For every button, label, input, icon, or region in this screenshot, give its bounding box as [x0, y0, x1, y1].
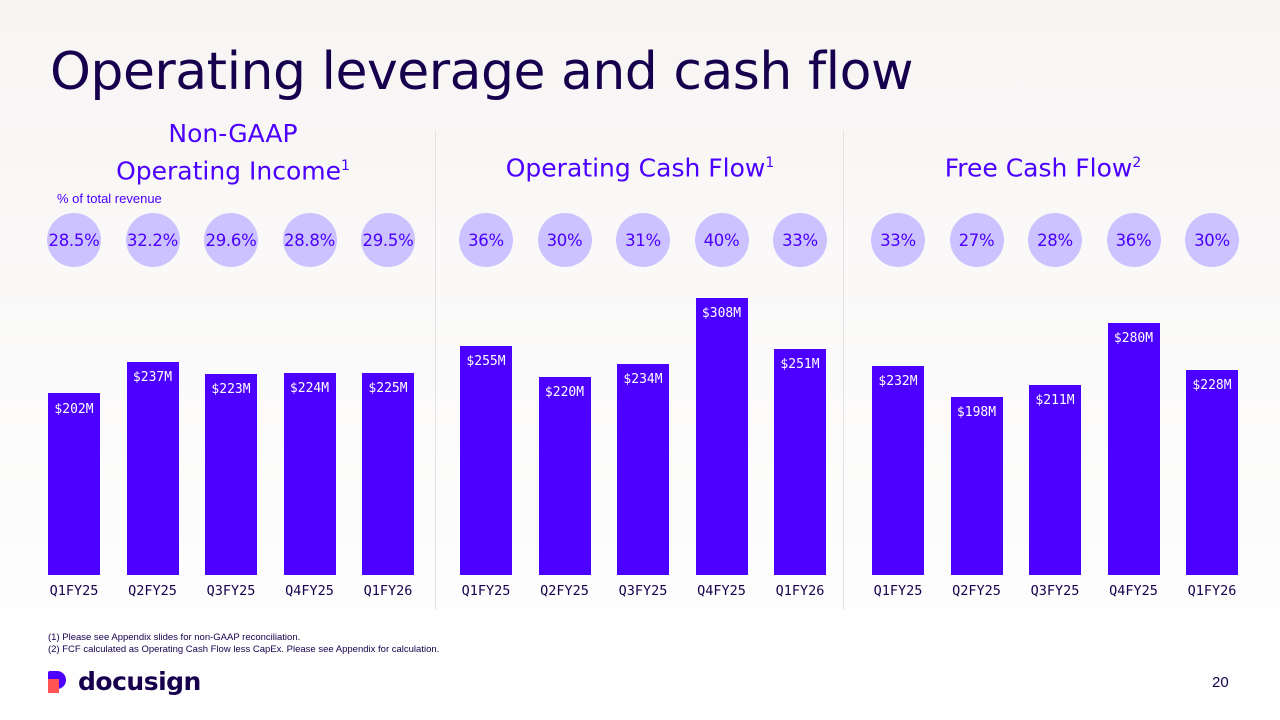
- chart-title: Operating Cash Flow1: [440, 147, 840, 184]
- percent-bubble: 36%: [1106, 213, 1161, 267]
- bar: [460, 345, 512, 575]
- bar: [950, 396, 1003, 575]
- bar: [617, 364, 669, 575]
- category-label: Q2FY25: [952, 583, 1001, 599]
- category-label: Q1FY26: [1187, 583, 1237, 599]
- bar-value-label: $202M: [54, 402, 94, 418]
- percent-bubble: 31%: [616, 213, 670, 267]
- chart-title: Non-GAAP Operating Income1: [33, 117, 433, 187]
- percent-bubble: 29.5%: [361, 213, 415, 267]
- bar-value-label: $234M: [623, 372, 663, 388]
- category-label: Q3FY25: [618, 583, 668, 599]
- panel-divider: [843, 130, 844, 610]
- percent-bubble: 29.6%: [204, 213, 258, 267]
- category-label: Q3FY25: [206, 583, 256, 599]
- bar: [1186, 369, 1238, 575]
- category-label: Q1FY26: [775, 583, 825, 599]
- category-label: Q2FY25: [128, 583, 177, 599]
- page-title: Operating leverage and cash flow: [50, 42, 913, 102]
- docusign-logo-icon: [48, 670, 72, 693]
- percent-bubble: 33%: [773, 213, 827, 267]
- category-label: Q4FY25: [697, 583, 746, 599]
- bar-value-label: $220M: [544, 385, 585, 400]
- percent-bubble: 28.8%: [282, 213, 337, 267]
- category-label: Q1FY25: [49, 583, 99, 599]
- chart-title-line: Operating Cash Flow1: [505, 153, 775, 183]
- footnote-marker: 1: [765, 155, 775, 171]
- bar-value-label: $198M: [956, 404, 997, 420]
- bar: [774, 349, 826, 575]
- footnote-marker: 2: [1132, 155, 1142, 171]
- bar-value-label: $280M: [1113, 331, 1154, 346]
- footnote-1: (1) Please see Appendix slides for non-G…: [48, 632, 301, 643]
- bar: [362, 372, 414, 575]
- category-label: Q1FY26: [363, 583, 413, 599]
- docusign-logo: docusign: [48, 667, 201, 696]
- panel-divider: [435, 130, 436, 610]
- bar: [538, 377, 591, 575]
- bar-value-label: $225M: [368, 380, 408, 396]
- category-label: Q3FY25: [1030, 583, 1080, 599]
- bar-value-label: $251M: [780, 357, 820, 373]
- chart-title: Free Cash Flow2: [843, 147, 1243, 184]
- percent-bubble: 33%: [871, 213, 925, 267]
- chart-title-line: Free Cash Flow2: [944, 153, 1142, 183]
- footnotes: (1) Please see Appendix slides for non-G…: [48, 632, 439, 656]
- percent-bubble: 28.5%: [47, 213, 101, 267]
- bar: [205, 374, 257, 575]
- bar-value-label: $224M: [289, 381, 330, 397]
- category-label: Q2FY25: [540, 583, 589, 599]
- bar-value-label: $255M: [466, 353, 506, 369]
- logo-text: docusign: [78, 667, 201, 696]
- percent-bubble: 36%: [459, 213, 513, 267]
- percent-bubble: 30%: [1185, 213, 1239, 267]
- bar-value-label: $237M: [132, 369, 173, 385]
- footnote-2: (2) FCF calculated as Operating Cash Flo…: [48, 644, 440, 655]
- category-label: Q4FY25: [285, 583, 334, 599]
- percent-bubble: 40%: [694, 213, 749, 267]
- bar-value-label: $228M: [1192, 377, 1232, 393]
- bar-value-label: $223M: [211, 382, 251, 398]
- bar: [283, 373, 336, 575]
- bar: [1107, 323, 1160, 575]
- bar: [126, 361, 179, 575]
- bar: [695, 297, 748, 575]
- percent-bubble: 27%: [949, 213, 1004, 267]
- bar: [48, 393, 100, 575]
- bar-value-label: $308M: [701, 305, 742, 321]
- bar-value-label: $232M: [878, 374, 918, 390]
- percent-bubble: 28%: [1028, 213, 1082, 267]
- percent-bubble: 30%: [537, 213, 592, 267]
- category-label: Q4FY25: [1109, 583, 1158, 599]
- percent-bubble: 32.2%: [125, 213, 180, 267]
- category-label: Q1FY25: [873, 583, 923, 599]
- page-number: 20: [1212, 674, 1229, 691]
- chart-title-line: Non-GAAP: [168, 119, 298, 148]
- footnote-marker: 1: [341, 158, 350, 174]
- percent-of-revenue-note: % of total revenue: [57, 191, 162, 206]
- bar: [872, 366, 924, 575]
- chart-title-line: Operating Income1: [116, 156, 350, 186]
- bar: [1029, 385, 1081, 575]
- bar-value-label: $211M: [1035, 393, 1075, 409]
- category-label: Q1FY25: [461, 583, 511, 599]
